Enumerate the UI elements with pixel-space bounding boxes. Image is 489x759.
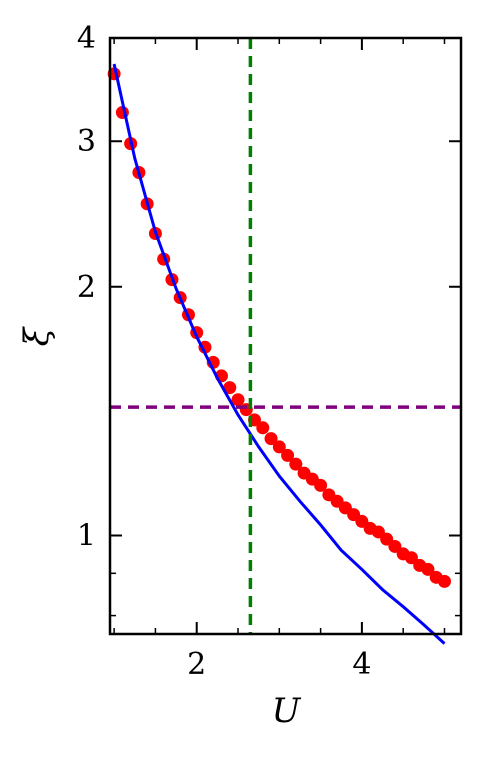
- scatter-point: [314, 478, 328, 492]
- x-tick-label: 2: [187, 647, 206, 682]
- y-tick-label: 3: [77, 124, 96, 159]
- scatter-point: [388, 539, 402, 553]
- scatter-point: [289, 457, 303, 471]
- x-tick-label: 4: [352, 647, 371, 682]
- scatter-point: [223, 381, 237, 395]
- y-tick-label: 1: [77, 519, 96, 554]
- y-axis-label: ξ: [17, 325, 57, 346]
- axis-ticks: 2 4 1 2 3 4: [77, 21, 461, 682]
- y-tick-label: 4: [77, 21, 96, 56]
- scatter-point: [272, 440, 286, 454]
- plot-area: [107, 38, 461, 645]
- fit-line: [112, 63, 446, 645]
- plot-frame: [108, 36, 463, 636]
- y-tick-label: 2: [77, 270, 96, 305]
- scatter-point: [421, 562, 435, 576]
- scatter-point: [404, 551, 418, 565]
- x-axis-label: U: [272, 691, 302, 731]
- scatter-point: [281, 448, 295, 462]
- scatter-point: [231, 393, 245, 407]
- scatter-point: [437, 574, 451, 588]
- scatter-point: [264, 432, 278, 446]
- scatter-point: [256, 421, 270, 435]
